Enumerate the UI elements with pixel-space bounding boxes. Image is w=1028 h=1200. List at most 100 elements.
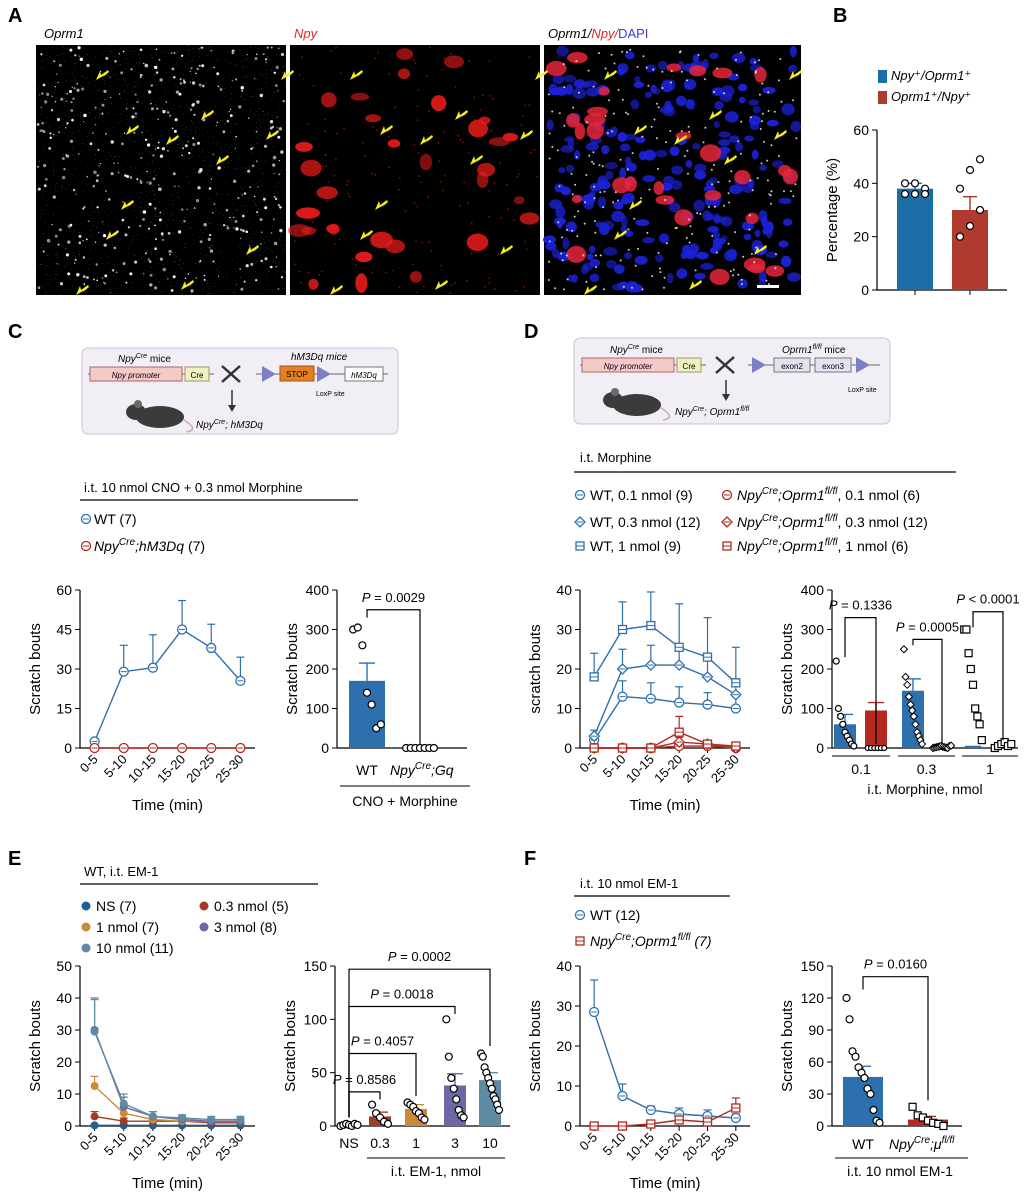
panel-c-schematic: NpyCre mice Npy promoter Cre hM3Dq mice … [81,347,399,435]
stop-label: STOP [286,370,308,379]
chartFbar-datapoint [869,1105,878,1115]
cross-icon [221,365,241,383]
chartB-datapoint [955,232,965,241]
yellow-arrow-icon [470,155,483,165]
chartCbar-y-tick-label: 0 [321,740,329,756]
offspring-label-d: NpyCre; Oprm1fl/fl [675,406,750,418]
k5: , 0.3 nmol (12) [838,514,928,530]
yellow-arrow-icon [126,125,139,135]
chartEbar-p3-bracket [348,1005,456,1118]
chartEbar-p3-pvalue-rest: = 0.0018 [379,987,434,1002]
chartFline-y-tick-label: 0 [564,1118,572,1134]
chartEbar-p1-pvalue-p: P [333,1072,342,1087]
chartEbar-p4-pvalue-p: P [388,949,397,964]
chartB-datapoint [965,165,975,175]
chartDline-series-line-0 [593,695,736,741]
yellow-arrow-icon [584,285,597,295]
yellow-arrow-icon [455,110,468,120]
chartCbar-datapoint [358,641,367,650]
npy-promoter-label: Npy promoter [112,371,161,380]
chartEline-point [119,1099,128,1108]
chartFbar-pvalue: P = 0.0160 [864,957,927,972]
chartEbar-y-tick-label: 150 [304,958,328,974]
chartB-y-tick-label: 0 [861,282,869,298]
chartEbar-datapoint [353,1120,362,1130]
chartEbar-y-tick-label: 100 [304,1011,328,1027]
chartEline-y-tick-label: 20 [56,1054,72,1070]
yellow-arrow-icon [330,285,343,295]
chartFbar-datapoint [866,1089,875,1099]
panel-b: Npy⁺/Oprm1⁺ Oprm1⁺/Npy⁺ 0 20 40 60 Percentag… [824,68,1007,298]
chartEbar-datapoint [494,1105,504,1115]
chartDbar-datapoint [971,704,980,713]
chartDbar-datapoint [977,735,986,745]
exon3-label: exon3 [822,362,844,371]
micrograph-merged [543,45,802,295]
chartFbar-datapoint [908,1102,917,1111]
chartCbar-y-tick-label: 400 [306,582,330,598]
chartCbar-bracket [366,609,421,745]
chartFbar-datapoint [851,1052,860,1061]
chartDbar-datapoint [881,744,888,752]
chartDbar-datapoint [917,739,927,749]
npy-promoter-label-d: Npy promoter [604,362,653,371]
k1: Npy [737,514,763,530]
chartDbar-datapoint [911,720,920,729]
legend-d-ko-label-2: NpyCre;Oprm1fl/fl, 1 nmol (6) [737,537,908,554]
chartEline-point [148,1112,157,1121]
chartEbar-datapoint [452,1095,461,1104]
chartEbar-p2-pvalue-rest: = 0.4057 [360,1033,415,1048]
f2: Cre [615,932,632,943]
chartEbar-y-tick-label: 0 [319,1118,327,1134]
legend-e-marker-3 [199,922,209,932]
chartEline-series-line-2 [94,1085,241,1122]
chartCline-y-label: Scratch bouts [27,623,44,715]
chartEline-point [178,1114,187,1122]
legend-label-wt-c: WT (7) [94,511,137,527]
k2: Cre [762,486,779,497]
chartDbar-y-label: Scratch bouts [779,623,796,715]
chartDline-series-line-1 [593,664,737,737]
yellow-arrow-icon [380,125,393,135]
yellow-arrow-icon [789,70,802,80]
legend-label-ko-c: NpyCre;hM3Dq (7) [94,537,205,554]
chartB-datapoint [975,205,985,215]
legend-d-wt-label-2: WT, 1 nmol (9) [590,538,681,554]
panel-letter-e: E [8,848,21,870]
chartB-datapoint [900,189,910,199]
chartCbar-x-label: CNO + Morphine [352,793,458,809]
chartEbar-p2-pvalue-p: P [351,1033,360,1048]
chartDbar-group-label: 1 [986,761,994,777]
chartFline-y-label: Scratch bouts [527,1000,544,1092]
treatment-label-f: i.t. 10 nmol EM-1 [580,876,678,891]
chartFline-y-tick-label: 30 [556,998,572,1014]
chartEline-point [119,1117,128,1126]
chartDline-y-tick-label: 0 [564,740,572,756]
yellow-arrow-icon [350,70,363,80]
chartDbar-datapoint [901,672,910,682]
g1: Npy [889,1136,915,1152]
yellow-arrow-icon [181,280,194,290]
chartFbar-y-tick-label: 30 [808,1086,824,1102]
chartDline-y-tick-label: 30 [556,622,572,638]
chartDbar-p1-pvalue: P = 0.1336 [829,598,892,613]
chartDbar-p1-bracket [844,617,877,745]
chartCbar-pvalue-p: P [362,590,371,605]
chartDbar-datapoint [832,657,840,665]
loxp-site-label: LoxP site [316,391,345,398]
offspring-label-c: NpyCre; hM3Dq [196,419,263,431]
chartB-y-tick-label: 40 [853,175,869,191]
chartCbar-tick-wt: WT [356,762,378,778]
chartEbar-tick-label: 3 [451,1135,459,1151]
g4: fl/fl [942,1135,956,1146]
chartEbar-p3-pvalue-p: P [370,987,379,1002]
t3: ;Gq [431,762,454,778]
chartCbar-datapoint [353,623,362,632]
legend-e-marker-1 [199,901,209,911]
panel-letter-c: C [8,321,22,343]
f4: fl/fl [678,932,692,943]
chartCbar-datapoint [362,688,372,697]
legend-label-b1: Npy⁺/Oprm1⁺ [891,68,971,83]
chartDbar-y-tick-label: 100 [801,701,825,717]
treatment-label-c: i.t. 10 nmol CNO + 0.3 nmol Morphine [84,480,303,495]
